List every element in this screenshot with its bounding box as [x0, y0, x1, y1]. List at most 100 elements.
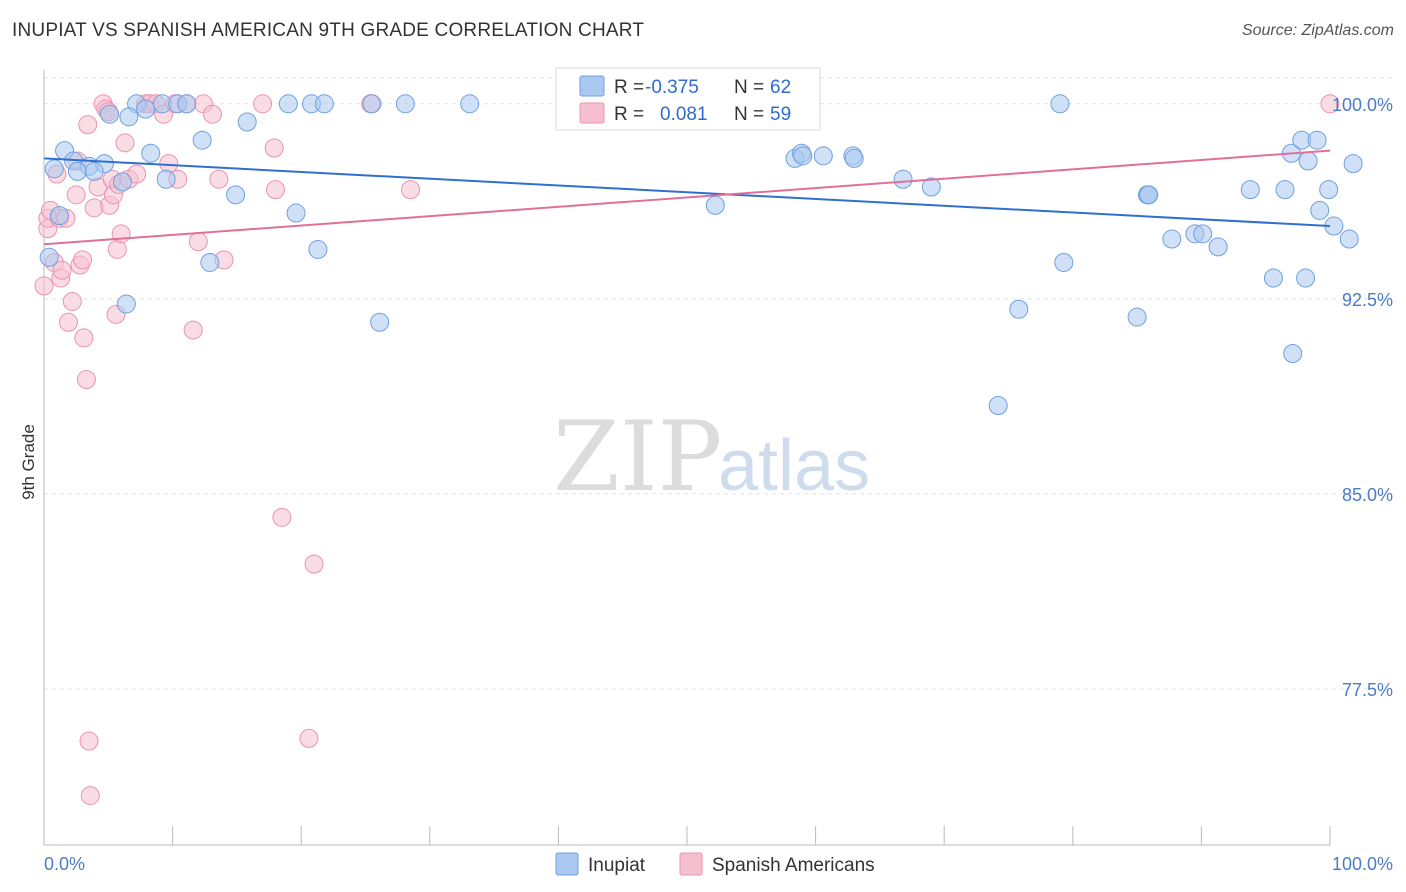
spanish-point-11: [62, 291, 82, 311]
spanish-point-33: [115, 133, 135, 153]
inupiat-trend-line: [43, 157, 1331, 228]
inupiat-point-6: [84, 161, 104, 181]
legend-r-label-inupiat: R =: [614, 77, 644, 98]
inupiat-point-51: [1162, 229, 1182, 249]
spanish-trend-line: [43, 149, 1331, 246]
spanish-point-17: [76, 369, 96, 389]
bottom-legend-swatch-inupiat: [555, 852, 579, 876]
inupiat-point-5: [67, 161, 87, 181]
inupiat-point-43: [988, 395, 1008, 415]
inupiat-point-45: [1009, 299, 1029, 319]
inupiat-point-32: [370, 312, 390, 332]
inupiat-point-38: [813, 146, 833, 166]
inupiat-point-18: [112, 172, 132, 192]
spanish-point-20: [80, 786, 100, 806]
spanish-point-54: [299, 728, 319, 748]
legend-n-label-inupiat: N =: [734, 77, 764, 98]
spanish-point-58: [1320, 94, 1340, 114]
inupiat-point-54: [1208, 237, 1228, 257]
spanish-point-47: [202, 104, 222, 124]
inupiat-point-65: [1307, 130, 1327, 150]
inupiat-point-7: [49, 206, 69, 226]
spanish-point-30: [107, 239, 127, 259]
legend-r-label-spanish: R =: [614, 104, 644, 125]
inupiat-point-19: [237, 112, 257, 132]
spanish-point-18: [78, 115, 98, 135]
spanish-point-44: [183, 320, 203, 340]
inupiat-point-68: [1343, 154, 1363, 174]
spanish-point-12: [66, 185, 86, 205]
inupiat-point-12: [141, 143, 161, 163]
spanish-point-45: [188, 232, 208, 252]
inupiat-point-62: [1310, 200, 1330, 220]
inupiat-point-42: [921, 177, 941, 197]
inupiat-point-26: [314, 94, 334, 114]
inupiat-point-37: [793, 146, 813, 166]
spanish-point-10: [58, 312, 78, 332]
spanish-point-8: [52, 260, 72, 280]
inupiat-point-31: [460, 94, 480, 114]
trend-lines: [43, 149, 1331, 246]
legend-n-label-spanish: N =: [734, 104, 764, 125]
inupiat-point-21: [192, 130, 212, 150]
inupiat-point-53: [1193, 224, 1213, 244]
watermark: ZIP atlas: [553, 401, 870, 513]
inupiat-point-61: [1296, 268, 1316, 288]
inupiat-point-8: [39, 247, 59, 267]
inupiat-point-29: [362, 94, 382, 114]
y-tick-label-0: 77.5%: [1342, 680, 1393, 700]
y-tick-label-1: 85.0%: [1342, 485, 1393, 505]
bottom-legend-label-inupiat: Inupiat: [588, 855, 646, 876]
spanish-point-55: [304, 554, 324, 574]
y-tick-label-3: 100.0%: [1332, 95, 1393, 115]
inupiat-point-16: [119, 107, 139, 127]
y-tick-label-2: 92.5%: [1342, 290, 1393, 310]
spanish-point-51: [264, 138, 284, 158]
inupiat-point-59: [1263, 268, 1283, 288]
inupiat-point-34: [705, 195, 725, 215]
inupiat-point-15: [177, 94, 197, 114]
inupiat-point-58: [1298, 151, 1318, 171]
watermark-atlas: atlas: [718, 426, 870, 506]
inupiat-point-1: [44, 159, 64, 179]
spanish-point-52: [265, 180, 285, 200]
spanish-point-15: [73, 250, 93, 270]
stats-legend: R = -0.375 N = 62 R = 0.081 N = 59: [555, 67, 821, 131]
chart-title: INUPIAT VS SPANISH AMERICAN 9TH GRADE CO…: [12, 20, 645, 41]
spanish-point-16: [74, 328, 94, 348]
x-tick-label-max: 100.0%: [1332, 854, 1393, 874]
spanish-point-50: [253, 94, 273, 114]
inupiat-point-46: [1054, 252, 1074, 272]
legend-n-value-spanish: 59: [770, 104, 791, 125]
axes: [43, 70, 1331, 846]
inupiat-point-11: [136, 99, 156, 119]
inupiat-point-44: [1050, 94, 1070, 114]
spanish-point-32: [111, 224, 131, 244]
spanish-point-48: [209, 169, 229, 189]
bottom-legend-label-spanish: Spanish Americans: [712, 855, 875, 876]
inupiat-point-30: [395, 94, 415, 114]
spanish-point-53: [272, 507, 292, 527]
x-tick-label-min: 0.0%: [44, 854, 85, 874]
inupiat-point-40: [844, 148, 864, 168]
inupiat-point-66: [1339, 229, 1359, 249]
spanish-point-19: [79, 731, 99, 751]
inupiat-point-55: [1240, 180, 1260, 200]
inupiat-point-47: [1127, 307, 1147, 327]
y-axis-title: 9th Grade: [19, 424, 38, 500]
spanish-point-40: [159, 154, 179, 174]
source-label: Source: ZipAtlas.com: [1241, 22, 1394, 39]
series-inupiat: [39, 94, 1363, 415]
legend-swatch-inupiat: [579, 75, 605, 97]
inupiat-point-9: [100, 104, 120, 124]
legend-n-value-inupiat: 62: [770, 77, 791, 98]
tick-labels: 77.5% 85.0% 92.5% 100.0% 0.0% 100.0%: [44, 95, 1393, 874]
spanish-point-57: [401, 180, 421, 200]
inupiat-point-23: [116, 294, 136, 314]
bottom-legend: Inupiat Spanish Americans: [555, 852, 875, 876]
inupiat-point-56: [1275, 180, 1295, 200]
spanish-point-0: [34, 276, 54, 296]
inupiat-point-50: [1139, 185, 1159, 205]
inupiat-point-28: [308, 239, 328, 259]
